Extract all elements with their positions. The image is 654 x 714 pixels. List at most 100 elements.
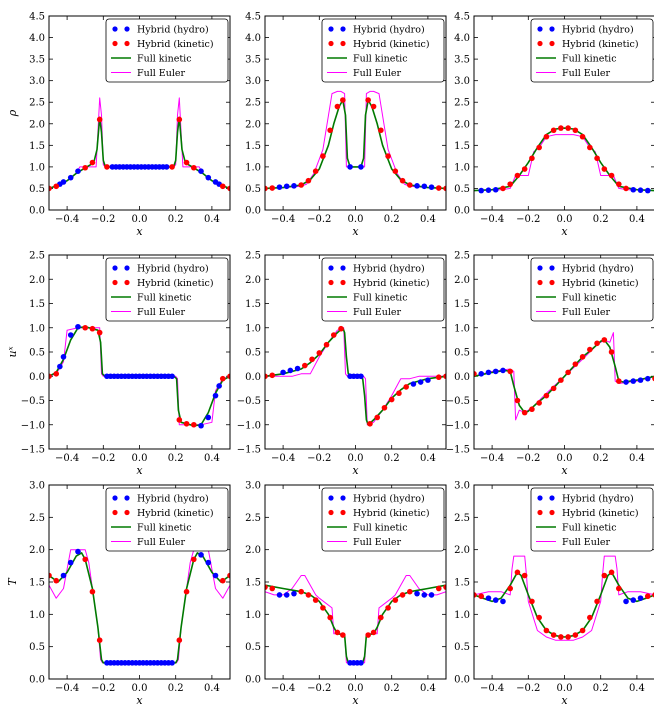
y-tick-label: 1.5 <box>245 299 261 310</box>
marker-hybrid-hydro <box>216 383 222 389</box>
marker-hybrid-kinetic <box>392 168 399 174</box>
marker-hybrid-kinetic <box>227 185 230 192</box>
legend-label: Full kinetic <box>562 522 617 533</box>
x-tick-label: 0.0 <box>132 214 148 225</box>
panel-frame <box>473 15 654 211</box>
marker-hybrid-hydro <box>500 367 506 374</box>
marker-hybrid-kinetic <box>227 572 230 579</box>
legend-marker-hybrid-kinetic <box>112 40 118 47</box>
marker-hybrid-kinetic <box>572 127 579 134</box>
marker-hybrid-kinetic <box>514 397 521 404</box>
marker-hybrid-kinetic <box>616 378 622 384</box>
series-line-full-kinetic <box>474 127 654 192</box>
marker-hybrid-hydro <box>637 377 644 383</box>
legend-label: Full Euler <box>562 307 611 318</box>
legend-marker-hybrid-kinetic <box>537 509 543 516</box>
marker-hybrid-hydro <box>623 379 629 385</box>
legend-label: Full Euler <box>353 537 402 548</box>
marker-hybrid-kinetic <box>507 368 513 375</box>
y-tick-label: 0.0 <box>454 675 470 686</box>
x-tick-label: −0.2 <box>307 214 331 225</box>
panel-r2-c1: −0.4 −0.2 0.0 0.2 0.4 0.0 0.5 1.0 1.5 2.0 2.5 3.0 x H… <box>245 481 447 707</box>
marker-hybrid-kinetic <box>587 144 593 151</box>
marker-hybrid-kinetic <box>176 637 183 643</box>
x-tick-label: −0.4 <box>55 453 79 464</box>
marker-hybrid-kinetic <box>507 585 513 592</box>
marker-hybrid-kinetic <box>334 103 341 110</box>
y-tick-label: −0.5 <box>21 396 45 407</box>
panel-frame <box>264 484 447 680</box>
y-tick-label: 1.0 <box>245 323 261 334</box>
y-tick-label: 0.0 <box>245 206 261 217</box>
panel-frame <box>473 254 654 450</box>
x-tick-label: −0.4 <box>480 683 504 694</box>
marker-hybrid-kinetic <box>269 185 276 191</box>
y-tick-label: 2.5 <box>454 98 470 109</box>
marker-hybrid-kinetic <box>49 572 52 579</box>
series-group <box>474 125 654 194</box>
series-group <box>265 325 446 427</box>
series-line-full-euler <box>265 90 446 189</box>
panel-r2-c0: −0.4 −0.2 0.0 0.2 0.4 0.0 0.5 1.0 1.5 2.0 2.5 3.0 x T… <box>6 481 231 707</box>
x-tick-label: 0.2 <box>593 453 609 464</box>
y-tick-label: 0.5 <box>29 348 45 359</box>
marker-hybrid-hydro <box>421 592 428 598</box>
marker-hybrid-hydro <box>276 184 283 190</box>
legend: Hybrid (hydro) Hybrid (kinetic) Full kinet… <box>105 487 229 552</box>
legend-marker-hybrid-hydro <box>549 26 555 32</box>
y-tick-label: 1.5 <box>454 299 470 310</box>
marker-hybrid-hydro <box>421 183 428 190</box>
y-tick-label: 0.5 <box>454 184 470 195</box>
marker-hybrid-kinetic <box>312 168 319 174</box>
marker-hybrid-hydro <box>630 597 637 603</box>
marker-hybrid-kinetic <box>89 325 96 332</box>
marker-hybrid-kinetic <box>298 182 305 188</box>
x-tick-label: 0.0 <box>348 214 364 225</box>
marker-hybrid-kinetic <box>474 371 477 377</box>
legend: Hybrid (hydro) Hybrid (kinetic) Full kinet… <box>321 18 445 83</box>
marker-hybrid-kinetic <box>323 341 330 348</box>
legend-label: Full Euler <box>353 68 402 79</box>
legend-label: Hybrid (kinetic) <box>353 278 430 289</box>
marker-hybrid-hydro <box>347 164 353 170</box>
marker-hybrid-kinetic <box>529 406 535 413</box>
marker-hybrid-hydro <box>428 592 435 598</box>
y-axis-label: uˣ <box>6 346 19 357</box>
x-tick-label: 0.2 <box>593 683 609 694</box>
marker-hybrid-kinetic <box>327 127 333 134</box>
marker-hybrid-hydro <box>478 371 485 377</box>
legend-label: Hybrid (kinetic) <box>562 278 639 289</box>
y-tick-label: 1.0 <box>454 323 470 334</box>
x-tick-label: 0.4 <box>629 453 645 464</box>
legend-label: Hybrid (kinetic) <box>137 39 214 50</box>
marker-hybrid-hydro <box>280 369 286 376</box>
marker-hybrid-kinetic <box>302 362 308 369</box>
marker-hybrid-kinetic <box>82 164 88 171</box>
marker-hybrid-kinetic <box>340 97 346 103</box>
marker-hybrid-kinetic <box>265 373 268 380</box>
marker-hybrid-hydro <box>358 373 364 380</box>
legend-marker-hybrid-kinetic <box>124 509 130 516</box>
marker-hybrid-kinetic <box>608 172 615 179</box>
y-tick-label: 2.0 <box>245 119 261 130</box>
legend-marker-hybrid-hydro <box>537 26 543 32</box>
marker-hybrid-kinetic <box>191 421 197 428</box>
legend-box <box>321 18 445 83</box>
marker-hybrid-kinetic <box>298 588 305 595</box>
marker-hybrid-kinetic <box>536 400 542 406</box>
marker-hybrid-kinetic <box>96 329 103 336</box>
legend-label: Full kinetic <box>137 292 192 303</box>
marker-hybrid-kinetic <box>96 116 103 123</box>
legend-marker-hybrid-kinetic <box>549 40 555 47</box>
legend-label: Hybrid (hydro) <box>353 493 425 504</box>
marker-hybrid-kinetic <box>594 598 600 605</box>
marker-hybrid-kinetic <box>550 385 557 392</box>
marker-hybrid-kinetic <box>316 350 323 356</box>
x-tick-label: 0.0 <box>557 683 573 694</box>
x-tick-label: −0.2 <box>91 453 115 464</box>
legend-label: Full kinetic <box>562 53 617 64</box>
legend-box <box>105 257 229 322</box>
marker-hybrid-kinetic <box>565 125 571 131</box>
x-tick-label: 0.0 <box>348 453 364 464</box>
marker-hybrid-hydro <box>644 375 651 382</box>
